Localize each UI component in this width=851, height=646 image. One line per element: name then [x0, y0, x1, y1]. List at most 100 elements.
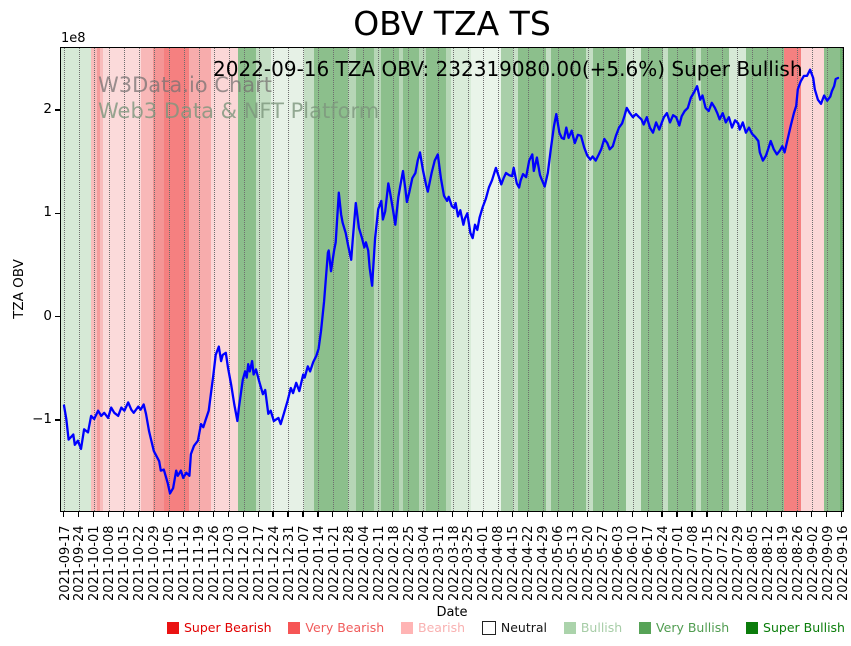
gridline	[827, 48, 829, 511]
x-tick-mark	[302, 512, 304, 517]
x-tick-label: 2022-01-21	[326, 525, 342, 601]
x-tick-label: 2022-01-07	[296, 525, 312, 601]
gridline	[408, 48, 410, 511]
x-tick-label: 2022-07-15	[700, 525, 716, 601]
obv-line	[62, 68, 840, 495]
x-tick-label: 2022-07-08	[685, 525, 701, 601]
gridline	[318, 48, 320, 511]
x-tick-label: 2022-02-11	[371, 525, 387, 601]
gridline	[93, 48, 95, 511]
x-tick-mark	[781, 512, 783, 517]
x-tick-label: 2021-12-31	[281, 525, 297, 601]
gridline	[378, 48, 380, 511]
gridline	[168, 48, 170, 511]
gridline	[482, 48, 484, 511]
x-tick-label: 2022-04-15	[506, 525, 522, 601]
gridline	[423, 48, 425, 511]
gridline	[587, 48, 589, 511]
sentiment-band	[100, 48, 104, 511]
x-tick-mark	[197, 512, 199, 517]
x-tick-mark	[362, 512, 364, 517]
gridline	[542, 48, 544, 511]
bullish-swatch-icon	[563, 621, 576, 634]
gridline	[108, 48, 110, 511]
x-tick-mark	[706, 512, 708, 517]
gridline	[198, 48, 200, 511]
sentiment-band	[663, 48, 668, 511]
legend-item-bearish: Bearish	[401, 620, 465, 635]
x-tick-label: 2021-11-19	[192, 525, 208, 601]
sentiment-band	[355, 48, 374, 511]
x-tick-mark	[332, 512, 334, 517]
x-tick-label: 2022-08-26	[790, 525, 806, 601]
sentiment-band	[500, 48, 513, 511]
gridline	[512, 48, 514, 511]
x-tick-label: 2022-02-25	[401, 525, 417, 601]
sentiment-band	[512, 48, 519, 511]
legend-label: Neutral	[500, 620, 547, 635]
x-tick-mark	[676, 512, 678, 517]
y-tick-label: 2	[43, 101, 52, 118]
sentiment-band	[546, 48, 551, 511]
gridline	[752, 48, 754, 511]
sentiment-band	[700, 48, 729, 511]
x-tick-mark	[556, 512, 558, 517]
sentiment-band	[551, 48, 587, 511]
gridline	[722, 48, 724, 511]
chart-title: OBV TZA TS	[353, 4, 551, 43]
x-tick-label: 2022-06-10	[626, 525, 642, 601]
x-tick-label: 2022-03-25	[461, 525, 477, 601]
x-tick-mark	[721, 512, 723, 517]
sentiment-band	[445, 48, 451, 511]
sentiment-band	[426, 48, 446, 511]
x-tick-label: 2022-06-03	[611, 525, 627, 601]
gridline	[557, 48, 559, 511]
x-tick-mark	[377, 512, 379, 517]
x-tick-label: 2022-05-27	[596, 525, 612, 601]
x-tick-mark	[92, 512, 95, 517]
x-tick-label: 2022-06-24	[655, 525, 671, 601]
gridline	[453, 48, 454, 511]
x-tick-mark	[152, 512, 154, 517]
x-tick-mark	[466, 512, 469, 517]
y-tick-label: 1	[43, 204, 52, 221]
x-tick-label: 2022-03-11	[431, 525, 447, 601]
x-tick-label: 2022-02-04	[356, 525, 372, 601]
gridline	[288, 48, 290, 511]
x-tick-label: 2021-10-15	[117, 525, 133, 601]
x-tick-label: 2022-09-16	[835, 525, 851, 601]
gridline	[64, 48, 65, 511]
neutral-swatch-icon	[481, 620, 496, 635]
x-tick-label: 2021-11-05	[162, 525, 178, 601]
x-tick-label: 2022-05-20	[581, 525, 597, 601]
x-tick-mark	[422, 512, 424, 517]
x-tick-mark	[272, 512, 274, 517]
x-tick-label: 2021-10-22	[132, 525, 148, 601]
sentiment-band	[783, 48, 802, 511]
y-axis-label: TZA OBV	[11, 259, 27, 319]
x-tick-mark	[541, 512, 543, 517]
sentiment-band	[152, 48, 164, 511]
x-tick-label: 2022-08-12	[760, 525, 776, 601]
gridline	[677, 48, 679, 511]
x-tick-mark	[751, 512, 753, 517]
legend-label: Bullish	[580, 620, 623, 635]
x-tick-label: 2022-03-18	[446, 525, 462, 601]
x-tick-label: 2021-10-01	[87, 525, 103, 601]
legend-item-very-bearish: Very Bearish	[288, 620, 384, 635]
legend-label: Super Bearish	[184, 620, 272, 635]
bearish-swatch-icon	[401, 621, 414, 634]
gridline	[153, 48, 155, 511]
sentiment-band	[641, 48, 664, 511]
x-tick-mark	[107, 512, 110, 517]
sentiment-band	[304, 48, 315, 511]
x-tick-mark	[63, 512, 65, 517]
sentiment-band	[471, 48, 501, 511]
legend-item-neutral: Neutral	[481, 620, 547, 635]
gridline	[258, 48, 260, 511]
legend-item-super-bullish: Super Bullish	[746, 620, 845, 635]
sentiment-band	[347, 48, 356, 511]
sentiment-band	[97, 48, 101, 511]
legend-item-bullish: Bullish	[563, 620, 623, 635]
gridline	[617, 48, 619, 511]
